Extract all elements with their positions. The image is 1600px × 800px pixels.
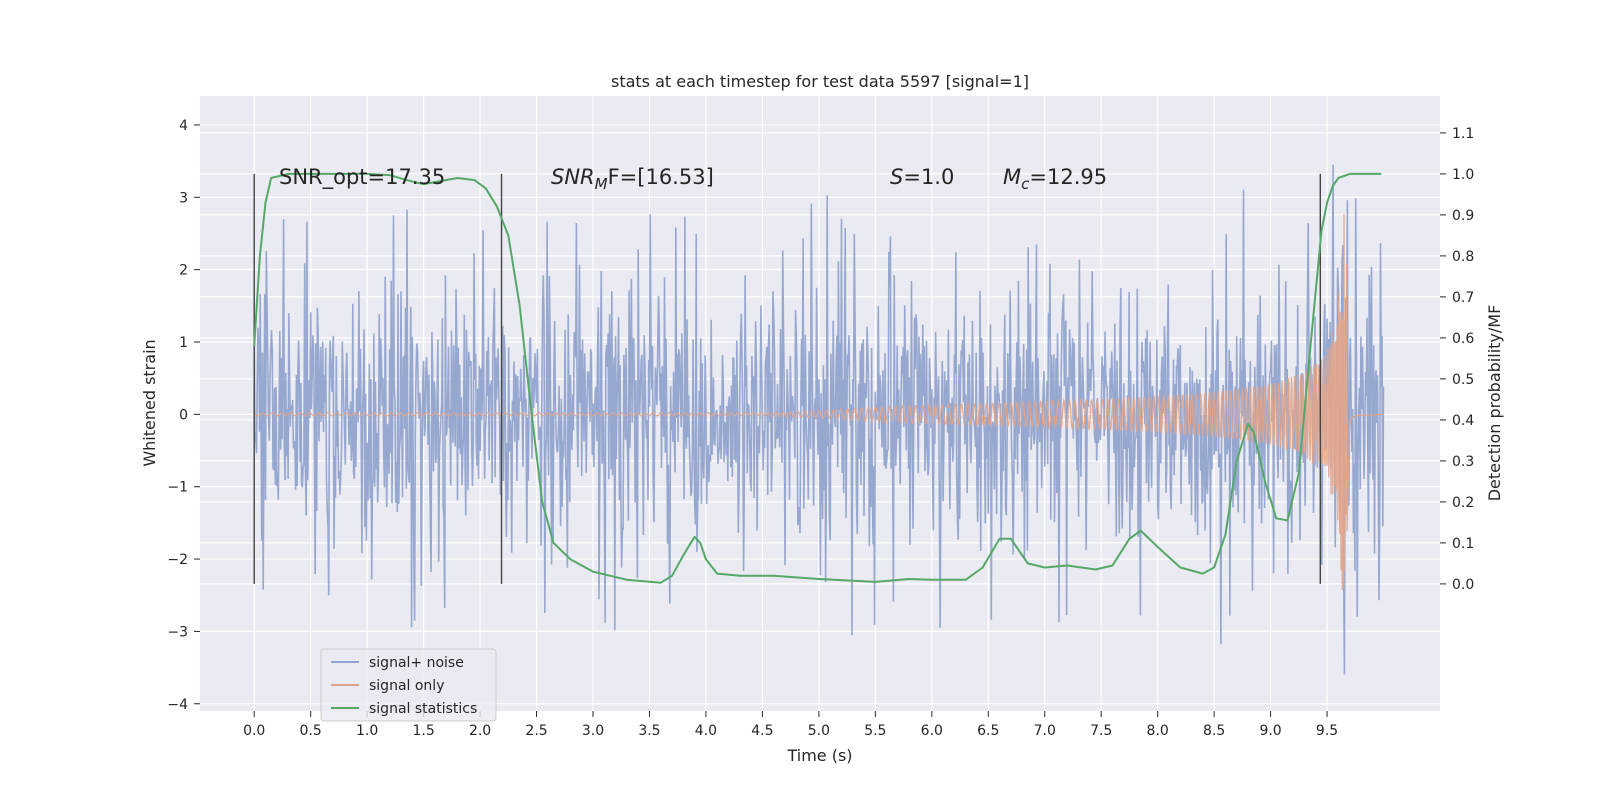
y-tick-label: 3 xyxy=(179,190,188,206)
y-right-tick-label: 0.9 xyxy=(1452,208,1474,224)
y-right-tick-label: 0.2 xyxy=(1452,495,1474,511)
x-tick-label: 8.5 xyxy=(1203,723,1225,739)
y-axis-right-label: Detection probability/MF xyxy=(1485,305,1504,502)
annotation-mc-main: M xyxy=(1003,165,1021,189)
annotation-snr-opt: SNR_opt=17.35 xyxy=(279,165,445,190)
y-right-tick-label: 1.1 xyxy=(1452,126,1474,142)
y-right-tick-label: 0.0 xyxy=(1452,577,1474,593)
legend-box xyxy=(320,648,497,722)
x-tick-label: 4.0 xyxy=(695,723,717,739)
legend-label-signal-only: signal only xyxy=(369,678,444,694)
annotation-mc: Mc=12.95 xyxy=(1003,165,1107,193)
y-right-tick-label: 0.7 xyxy=(1452,290,1474,306)
y-right-tick-label: 0.8 xyxy=(1452,249,1474,265)
x-tick-label: 6.5 xyxy=(977,723,999,739)
y-right-tick-label: 0.4 xyxy=(1452,413,1474,429)
x-tick-label: 5.0 xyxy=(808,723,830,739)
y-tick-label: 0 xyxy=(179,407,188,423)
y-right-tick-label: 0.3 xyxy=(1452,454,1474,470)
annotation-snr-mf-main: SNR xyxy=(551,165,595,189)
y-right-tick-label: 1.0 xyxy=(1452,167,1474,183)
y-axis-label: Whitened strain xyxy=(140,339,159,466)
x-tick-label: 8.0 xyxy=(1147,723,1169,739)
signal-only-line xyxy=(253,214,1384,591)
x-tick-label: 7.0 xyxy=(1034,723,1056,739)
annotation-mc-rest: =12.95 xyxy=(1029,165,1107,189)
x-tick-label: 3.5 xyxy=(638,723,660,739)
x-tick-label: 0.5 xyxy=(300,723,322,739)
x-tick-label: 6.0 xyxy=(921,723,943,739)
y-tick-label: 4 xyxy=(179,118,188,134)
annotation-s-main: S xyxy=(890,165,903,189)
annotation-s-rest: =1.0 xyxy=(903,165,954,189)
y-right-tick-label: 0.6 xyxy=(1452,331,1474,347)
legend: signal+ noise signal only signal statist… xyxy=(320,648,497,722)
y-tick-label: −3 xyxy=(167,624,188,640)
signal-noise-line xyxy=(253,164,1385,675)
legend-label-signal-noise: signal+ noise xyxy=(369,655,464,671)
y-tick-label: −4 xyxy=(167,697,188,713)
x-tick-label: 4.5 xyxy=(751,723,773,739)
series-signal-only xyxy=(253,214,1384,591)
x-tick-label: 1.5 xyxy=(412,723,434,739)
annotation-snr-mf-sub: M xyxy=(595,175,608,193)
y-tick-label: 2 xyxy=(179,263,188,279)
axes-ticks: 0.0 0.5 1.0 1.5 2.0 2.5 3.0 3.5 4.0 4.5 5.0 5.5 6.0 6… xyxy=(167,118,1474,739)
y-right-tick-label: 0.5 xyxy=(1452,372,1474,388)
annotation-s: S=1.0 xyxy=(890,165,954,189)
y-tick-label: −2 xyxy=(167,552,188,568)
x-tick-label: 3.0 xyxy=(582,723,604,739)
signal-statistics-line xyxy=(253,172,1382,584)
series-signal-noise xyxy=(253,164,1385,675)
annotation-snr-mf-rest: F=[16.53] xyxy=(608,165,714,189)
x-tick-label: 2.0 xyxy=(469,723,491,739)
x-tick-label: 1.0 xyxy=(356,723,378,739)
y-tick-label: 1 xyxy=(179,335,188,351)
x-tick-label: 9.5 xyxy=(1316,723,1338,739)
y-tick-label: −1 xyxy=(167,480,188,496)
chart-title: stats at each timestep for test data 559… xyxy=(611,72,1029,91)
x-tick-label: 7.5 xyxy=(1090,723,1112,739)
annotation-mc-sub: c xyxy=(1021,175,1030,193)
y-right-tick-label: 0.1 xyxy=(1452,536,1474,552)
series-signal-statistics xyxy=(253,172,1382,584)
annotation-snr-mf: SNRMF=[16.53] xyxy=(551,165,714,193)
x-tick-label: 9.0 xyxy=(1259,723,1281,739)
x-tick-label: 5.5 xyxy=(864,723,886,739)
x-tick-label: 2.5 xyxy=(525,723,547,739)
x-axis-label: Time (s) xyxy=(786,746,852,765)
legend-label-signal-statistics: signal statistics xyxy=(369,701,477,717)
x-tick-label: 0.0 xyxy=(243,723,265,739)
